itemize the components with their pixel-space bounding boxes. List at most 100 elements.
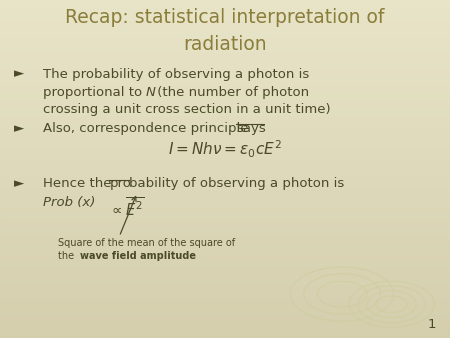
- Bar: [0, 304, 450, 308]
- Bar: [0, 101, 450, 105]
- Bar: [0, 115, 450, 118]
- Bar: [0, 199, 450, 203]
- Text: wave field amplitude: wave field amplitude: [80, 251, 196, 261]
- Text: N: N: [145, 86, 155, 99]
- Bar: [0, 166, 450, 169]
- Bar: [0, 14, 450, 17]
- Bar: [0, 68, 450, 71]
- Bar: [0, 30, 450, 34]
- Bar: [0, 47, 450, 51]
- Bar: [0, 210, 450, 213]
- Bar: [0, 226, 450, 230]
- Text: the: the: [58, 251, 78, 261]
- Bar: [0, 37, 450, 41]
- Text: proportional to: proportional to: [43, 86, 146, 99]
- Bar: [0, 335, 450, 338]
- Bar: [0, 196, 450, 199]
- Bar: [0, 230, 450, 233]
- Bar: [0, 95, 450, 98]
- Text: Also, correspondence principle: Also, correspondence principle: [43, 122, 252, 135]
- Bar: [0, 81, 450, 84]
- Bar: [0, 189, 450, 193]
- Bar: [0, 243, 450, 247]
- Bar: [0, 203, 450, 206]
- Bar: [0, 179, 450, 183]
- Bar: [0, 24, 450, 27]
- Bar: [0, 125, 450, 128]
- Bar: [0, 254, 450, 257]
- Text: Recap: statistical interpretation of: Recap: statistical interpretation of: [65, 8, 385, 27]
- Bar: [0, 186, 450, 189]
- Bar: [0, 162, 450, 166]
- Bar: [0, 233, 450, 237]
- Bar: [0, 183, 450, 186]
- Bar: [0, 51, 450, 54]
- Text: crossing a unit cross section in a unit time): crossing a unit cross section in a unit …: [43, 103, 330, 116]
- Text: radiation: radiation: [183, 35, 267, 54]
- Bar: [0, 257, 450, 260]
- Bar: [0, 297, 450, 301]
- Text: Square of the mean of the square of: Square of the mean of the square of: [58, 238, 236, 248]
- Bar: [0, 145, 450, 149]
- Bar: [0, 176, 450, 179]
- Text: The probability of observing a photon is: The probability of observing a photon is: [43, 68, 309, 80]
- Bar: [0, 331, 450, 335]
- Text: pro: pro: [109, 177, 131, 190]
- Bar: [0, 247, 450, 250]
- Bar: [0, 88, 450, 91]
- Bar: [0, 142, 450, 145]
- Bar: [0, 281, 450, 284]
- Bar: [0, 159, 450, 162]
- Bar: [0, 287, 450, 291]
- Bar: [0, 318, 450, 321]
- Bar: [0, 112, 450, 115]
- Bar: [0, 108, 450, 112]
- Bar: [0, 122, 450, 125]
- Bar: [0, 105, 450, 108]
- Bar: [0, 301, 450, 304]
- Text: (the number of photon: (the number of photon: [153, 86, 309, 99]
- Bar: [0, 324, 450, 328]
- Bar: [0, 98, 450, 101]
- Text: says: says: [236, 122, 266, 135]
- Bar: [0, 213, 450, 216]
- Bar: [0, 328, 450, 331]
- Bar: [0, 308, 450, 311]
- Bar: [0, 240, 450, 243]
- Bar: [0, 270, 450, 274]
- Bar: [0, 284, 450, 287]
- Text: Hence the: Hence the: [43, 177, 116, 190]
- Bar: [0, 71, 450, 74]
- Bar: [0, 193, 450, 196]
- Bar: [0, 139, 450, 142]
- Bar: [0, 274, 450, 277]
- Text: ►: ►: [14, 177, 24, 190]
- Bar: [0, 118, 450, 122]
- Bar: [0, 155, 450, 159]
- Bar: [0, 54, 450, 57]
- Bar: [0, 27, 450, 30]
- Text: ►: ►: [14, 68, 24, 80]
- Bar: [0, 264, 450, 267]
- Bar: [0, 314, 450, 318]
- Text: $I = Nh\nu = \varepsilon_0 cE^2$: $I = Nh\nu = \varepsilon_0 cE^2$: [168, 139, 282, 160]
- Bar: [0, 10, 450, 14]
- Bar: [0, 0, 450, 3]
- Bar: [0, 41, 450, 44]
- Bar: [0, 216, 450, 220]
- Bar: [0, 20, 450, 24]
- Bar: [0, 223, 450, 226]
- Text: bability of observing a photon is: bability of observing a photon is: [129, 177, 344, 190]
- Bar: [0, 128, 450, 132]
- Bar: [0, 172, 450, 176]
- Bar: [0, 7, 450, 10]
- Bar: [0, 57, 450, 61]
- Bar: [0, 220, 450, 223]
- Text: ►: ►: [14, 122, 24, 135]
- Bar: [0, 294, 450, 297]
- Bar: [0, 17, 450, 20]
- Bar: [0, 78, 450, 81]
- Bar: [0, 91, 450, 95]
- Bar: [0, 149, 450, 152]
- Bar: [0, 84, 450, 88]
